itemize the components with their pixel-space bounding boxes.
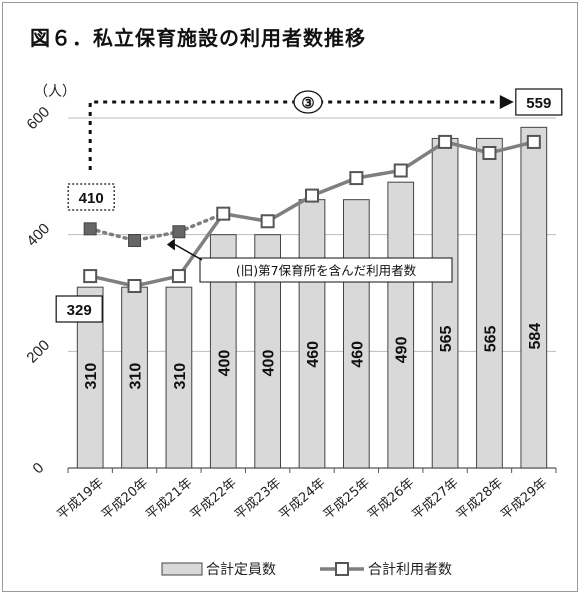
x-tick-label: 平成29年	[498, 476, 550, 523]
users-marker	[438, 134, 453, 149]
users-marker	[216, 206, 231, 221]
bar	[121, 286, 148, 469]
x-tick-label: 平成21年	[143, 476, 195, 523]
users-marker	[482, 146, 497, 160]
bar-value-label: 400	[216, 350, 233, 377]
users-marker	[349, 171, 364, 186]
old-users-marker	[128, 234, 142, 247]
y-tick-label: 400	[23, 220, 53, 250]
x-tick-label: 平成24年	[276, 476, 328, 523]
y-tick-label: 200	[23, 337, 53, 367]
old-users-dotted-line	[88, 211, 226, 243]
bar-value-label: 565	[438, 325, 455, 352]
bar-value-label: 565	[482, 325, 499, 352]
x-tick-label: 平成19年	[55, 476, 107, 523]
bar-value-label: 490	[394, 336, 411, 363]
x-tick-label: 平成20年	[99, 476, 151, 523]
circled-number-bg	[293, 90, 323, 114]
legend: 合計定員数 合計利用者数	[161, 562, 452, 578]
x-tick-label: 平成28年	[454, 476, 506, 523]
old-note-arrowhead	[166, 238, 175, 251]
bar	[431, 137, 459, 469]
y-tick-label: 600	[23, 103, 53, 133]
users-marker	[127, 279, 142, 293]
users-marker	[305, 188, 319, 203]
bar	[387, 181, 415, 469]
legend-bar-label: 合計定員数	[206, 562, 276, 578]
callout-559-box	[515, 88, 563, 116]
bar-value-label: 460	[305, 341, 322, 368]
x-tick-label: 平成26年	[365, 476, 417, 523]
legend-line-label: 合計利用者数	[368, 562, 452, 578]
y-axis-unit: （人）	[34, 84, 76, 100]
legend-line-marker	[335, 562, 349, 576]
annotations: ③ 559 410 329 (旧)第7保育所を含んだ利用者数	[55, 88, 563, 323]
line-series	[83, 134, 541, 293]
bar	[476, 137, 503, 469]
bar	[298, 199, 326, 469]
bar	[165, 286, 193, 469]
users-marker	[83, 269, 98, 284]
x-tick-label: 平成27年	[409, 476, 461, 523]
bar-value-label: 584	[527, 323, 544, 350]
y-tick-labels: 0 200 400 600	[23, 103, 53, 477]
bar-value-label: 310	[172, 363, 189, 390]
users-marker	[393, 163, 408, 178]
legend-bar-swatch	[161, 562, 203, 576]
x-tick-label: 平成23年	[232, 476, 284, 523]
x-tick-labels: 平成19年平成20年平成21年平成22年平成23年平成24年平成25年平成26年…	[55, 476, 551, 523]
callout-410: 410	[79, 190, 104, 207]
users-marker	[171, 269, 186, 284]
callout-410-box	[67, 183, 115, 211]
callout-559: 559	[526, 95, 551, 112]
old-note-box	[199, 257, 453, 283]
bar-value-label: 400	[261, 350, 278, 377]
bar-value-label: 460	[349, 341, 366, 368]
bar-value-labels: 310 310 310 400 400 460 460 490 565 565 584	[83, 323, 544, 390]
arrow-head	[499, 95, 514, 109]
old-users-marker	[83, 222, 97, 236]
users-marker	[526, 134, 541, 149]
old-note-pointer	[174, 243, 203, 261]
axes	[67, 467, 557, 473]
old-users-marker	[172, 225, 186, 239]
bar	[520, 126, 548, 469]
callout-329-box	[55, 295, 103, 323]
old-note: (旧)第7保育所を含んだ利用者数	[236, 263, 417, 278]
x-tick-label: 平成25年	[321, 476, 373, 523]
circled-number: ③	[301, 95, 314, 112]
x-tick-label: 平成22年	[188, 476, 240, 523]
bar	[342, 199, 370, 469]
y-tick-label: 0	[29, 459, 47, 477]
users-marker	[260, 214, 275, 229]
callout-329: 329	[67, 302, 92, 319]
bar-value-label: 310	[83, 363, 100, 390]
bar-series	[76, 126, 548, 469]
bar-value-label: 310	[128, 363, 145, 390]
chart-title: 図６．私立保育施設の利用者数推移	[30, 26, 366, 50]
